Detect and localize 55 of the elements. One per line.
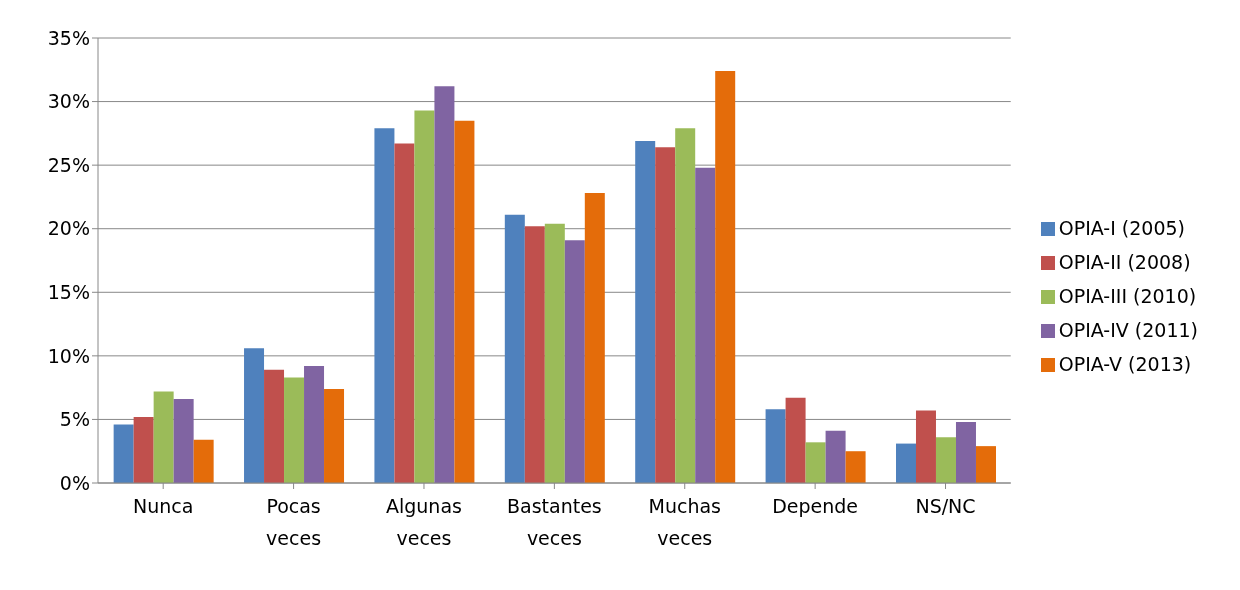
bar bbox=[935, 437, 956, 483]
y-tick-label: 10% bbox=[47, 344, 90, 367]
bar bbox=[564, 240, 585, 483]
y-tick-label: 30% bbox=[47, 90, 90, 113]
bar bbox=[173, 399, 194, 483]
bar bbox=[675, 128, 696, 483]
bar bbox=[434, 86, 455, 483]
bar bbox=[975, 446, 996, 483]
legend-label: OPIA-II (2008) bbox=[1058, 250, 1191, 273]
legend-label: OPIA-I (2005) bbox=[1058, 216, 1185, 239]
legend-label: OPIA-IV (2011) bbox=[1058, 318, 1198, 341]
bar bbox=[244, 348, 265, 483]
bar bbox=[264, 369, 285, 483]
bar bbox=[584, 193, 605, 483]
bar bbox=[304, 366, 325, 483]
legend-label: OPIA-V (2013) bbox=[1058, 352, 1192, 375]
bar bbox=[785, 397, 806, 483]
bar bbox=[915, 410, 936, 483]
bar bbox=[895, 443, 916, 483]
bar bbox=[454, 120, 475, 483]
bar bbox=[414, 110, 435, 483]
bar bbox=[635, 140, 656, 483]
x-tick-label: Depende bbox=[772, 495, 859, 517]
bar bbox=[524, 226, 545, 483]
bar bbox=[845, 451, 866, 483]
y-tick-label: 25% bbox=[47, 153, 90, 176]
bar bbox=[324, 388, 345, 483]
x-tick-label: Muchas veces bbox=[648, 495, 721, 549]
y-tick-label: 5% bbox=[59, 408, 90, 431]
bar bbox=[715, 71, 736, 483]
bar bbox=[955, 421, 976, 483]
bar bbox=[153, 391, 174, 483]
bar bbox=[394, 143, 415, 483]
x-tick-label: Bastantes veces bbox=[506, 495, 602, 549]
x-tick-label: Algunas veces bbox=[385, 495, 462, 549]
bar bbox=[805, 442, 826, 483]
bar bbox=[374, 128, 395, 483]
x-tick-label: Nunca bbox=[133, 495, 194, 517]
y-tick-label: 20% bbox=[47, 217, 90, 240]
y-tick-label: 0% bbox=[59, 471, 90, 494]
bar bbox=[825, 430, 846, 483]
legend-label: OPIA-III (2010) bbox=[1058, 284, 1197, 307]
x-tick-label: NS/NC bbox=[915, 495, 976, 517]
bar bbox=[765, 409, 786, 483]
bar bbox=[544, 223, 565, 483]
bar bbox=[113, 424, 134, 483]
bar bbox=[133, 416, 154, 483]
bar bbox=[504, 214, 525, 483]
bar bbox=[193, 439, 214, 483]
y-tick-label: 15% bbox=[47, 281, 90, 304]
bar bbox=[655, 147, 676, 483]
x-tick-label: Pocas veces bbox=[266, 495, 322, 549]
bar bbox=[284, 377, 305, 483]
y-tick-label: 35% bbox=[47, 26, 90, 49]
bar bbox=[695, 167, 716, 483]
